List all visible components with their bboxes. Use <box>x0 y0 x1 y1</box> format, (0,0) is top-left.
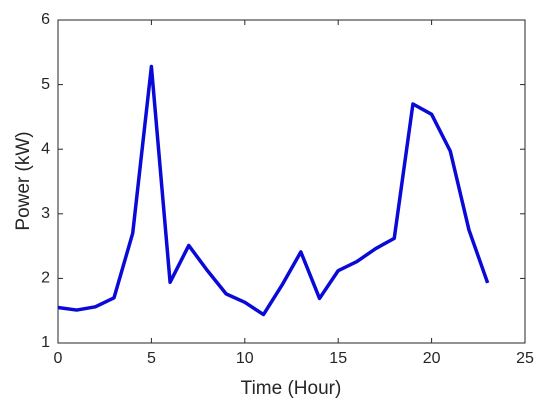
x-tick-label: 10 <box>236 350 254 367</box>
y-axis-label: Power (kW) <box>13 131 34 230</box>
plot-box <box>57 19 526 344</box>
line-series <box>57 64 490 317</box>
x-tick-label: 0 <box>54 350 63 367</box>
y-tick-label: 6 <box>41 11 50 28</box>
x-tick-label: 15 <box>329 350 347 367</box>
y-tick-label: 4 <box>41 140 50 157</box>
x-tick-label: 25 <box>516 350 534 367</box>
y-tick-label: 2 <box>41 270 50 287</box>
y-tick-label: 5 <box>41 76 50 93</box>
x-axis-label: Time (Hour) <box>241 378 342 399</box>
y-tick-label: 3 <box>41 205 50 222</box>
y-tick-label: 1 <box>41 334 50 351</box>
x-tick-label: 20 <box>423 350 441 367</box>
x-tick-label: 5 <box>147 350 156 367</box>
